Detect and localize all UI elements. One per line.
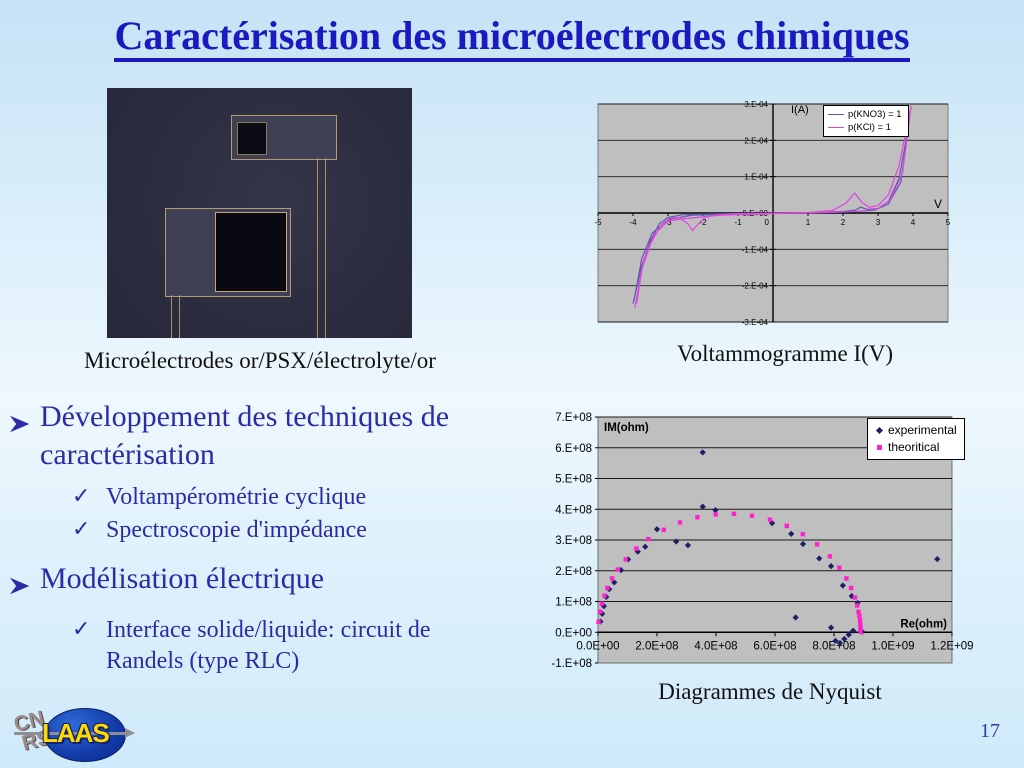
bullet-text: Développement des techniques de caractér… <box>40 400 450 471</box>
legend-entry: p(KCl) = 1 <box>828 121 902 134</box>
svg-text:5.E+08: 5.E+08 <box>555 474 592 486</box>
svg-text:Re(ohm): Re(ohm) <box>900 618 947 630</box>
bullet-list: Développement des techniques de caractér… <box>10 398 535 679</box>
arrow-bullet-icon <box>10 569 40 607</box>
photo-caption: Microélectrodes or/PSX/électrolyte/or <box>84 348 436 373</box>
svg-text:1: 1 <box>806 218 811 227</box>
check-icon: ✓ <box>72 516 91 542</box>
legend-swatch-icon <box>875 426 884 435</box>
bullet-text: Modélisation électrique <box>40 561 325 595</box>
svg-text:4: 4 <box>911 218 916 227</box>
arrow-bullet-icon <box>10 407 40 445</box>
nyquist-plot: 7.E+08 6.E+08 5.E+08 4.E+08 3.E+08 2.E+08 1.E+… <box>551 412 973 670</box>
legend-label: experimental <box>888 423 957 437</box>
check-icon: ✓ <box>72 483 91 509</box>
series-theoritical <box>596 511 863 634</box>
legend-swatch-icon <box>877 445 882 450</box>
sub-bullet-text: Spectroscopie d'impédance <box>106 516 367 543</box>
laas-cnrs-logo: CN RS LAAS <box>12 704 142 764</box>
svg-text:1.E+08: 1.E+08 <box>555 597 592 609</box>
legend-swatch-icon <box>828 127 844 128</box>
svg-text:-3.E-04: -3.E-04 <box>742 318 769 327</box>
svg-text:0: 0 <box>765 218 770 227</box>
svg-text:2.E-04: 2.E-04 <box>744 136 768 145</box>
svg-text:3.E-04: 3.E-04 <box>744 100 768 109</box>
svg-text:-1: -1 <box>734 218 742 227</box>
svg-text:8.0E+08: 8.0E+08 <box>812 640 855 652</box>
electrode-pad-center <box>165 208 291 297</box>
svg-text:3: 3 <box>876 218 881 227</box>
page-title: Caractérisation des microélectrodes chim… <box>114 14 910 62</box>
laas-wordmark: LAAS <box>42 718 110 748</box>
svg-text:-3: -3 <box>664 218 672 227</box>
legend-entry: theoritical <box>875 439 957 456</box>
bullet-item: Développement des techniques de caractér… <box>10 398 535 474</box>
svg-text:1.E-04: 1.E-04 <box>744 173 768 182</box>
legend-label: p(KCl) = 1 <box>848 122 892 133</box>
svg-text:-2: -2 <box>699 218 707 227</box>
legend-label: theoritical <box>888 440 940 454</box>
arrow-icon <box>14 728 135 738</box>
svg-text:I(A): I(A) <box>791 104 809 116</box>
sub-bullet-item: ✓ Interface solide/liquide: circuit de R… <box>72 615 535 677</box>
svg-text:1.2E+09: 1.2E+09 <box>930 640 973 652</box>
legend-entry: experimental <box>875 422 957 439</box>
svg-text:-4: -4 <box>629 218 637 227</box>
svg-text:7.E+08: 7.E+08 <box>555 412 592 424</box>
electrode-trace-right <box>317 158 326 338</box>
svg-text:3.E+08: 3.E+08 <box>555 535 592 547</box>
legend-entry: p(KNO3) = 1 <box>828 108 902 121</box>
svg-text:IM(ohm): IM(ohm) <box>604 422 649 434</box>
svg-text:4.E+08: 4.E+08 <box>555 504 592 516</box>
svg-text:-2.E-04: -2.E-04 <box>742 282 769 291</box>
electrode-pad-top <box>231 115 337 160</box>
nyquist-chart: 7.E+08 6.E+08 5.E+08 4.E+08 3.E+08 2.E+08 1.E+… <box>545 408 980 676</box>
svg-text:6.0E+08: 6.0E+08 <box>753 640 796 652</box>
voltammogram-chart: -5 -4 -3 -2 -1 0 1 2 3 4 5 3.E-04 2.E-04 1.E-04 0.E+00… <box>566 98 961 332</box>
bullet-item: Modélisation électrique <box>10 560 535 607</box>
svg-text:2.0E+08: 2.0E+08 <box>635 640 678 652</box>
svg-text:-1.E-04: -1.E-04 <box>742 245 769 254</box>
title-bar: Caractérisation des microélectrodes chim… <box>0 14 1024 62</box>
sub-bullet-item: ✓ Voltampérométrie cyclique <box>72 482 535 513</box>
svg-text:2: 2 <box>841 218 846 227</box>
electrode-window-center <box>215 212 287 292</box>
svg-text:2.E+08: 2.E+08 <box>555 566 592 578</box>
svg-text:0.0E+00: 0.0E+00 <box>576 640 619 652</box>
svg-text:1.0E+09: 1.0E+09 <box>871 640 914 652</box>
legend-swatch-icon <box>828 114 844 115</box>
svg-text:4.0E+08: 4.0E+08 <box>694 640 737 652</box>
svg-text:-1.E+08: -1.E+08 <box>551 658 592 670</box>
svg-text:-5: -5 <box>594 218 602 227</box>
chart-legend: p(KNO3) = 1 p(KCl) = 1 <box>823 105 909 137</box>
sub-bullet-text: Voltampérométrie cyclique <box>106 483 367 510</box>
svg-text:0.E+00: 0.E+00 <box>555 627 592 639</box>
electrode-trace-bottom <box>171 295 180 338</box>
chart-legend: experimental theoritical <box>867 418 965 460</box>
sub-bullet-text: Interface solide/liquide: circuit de Ran… <box>106 616 431 674</box>
svg-text:5: 5 <box>946 218 951 227</box>
check-icon: ✓ <box>72 616 91 642</box>
series-p-KCl-1 <box>634 105 912 309</box>
microelectrode-photo <box>107 88 412 338</box>
nyquist-caption: Diagrammes de Nyquist <box>658 679 882 704</box>
page-number: 17 <box>980 720 1000 742</box>
sub-bullet-item: ✓ Spectroscopie d'impédance <box>72 515 535 546</box>
voltammogram-plot: -5 -4 -3 -2 -1 0 1 2 3 4 53.E-042.E-041.E-040.E+00… <box>594 100 951 327</box>
voltammogram-caption: Voltammogramme I(V) <box>676 341 894 366</box>
svg-text:V: V <box>934 197 942 211</box>
legend-label: p(KNO3) = 1 <box>848 109 902 120</box>
svg-text:6.E+08: 6.E+08 <box>555 443 592 455</box>
electrode-window-top <box>237 122 267 155</box>
